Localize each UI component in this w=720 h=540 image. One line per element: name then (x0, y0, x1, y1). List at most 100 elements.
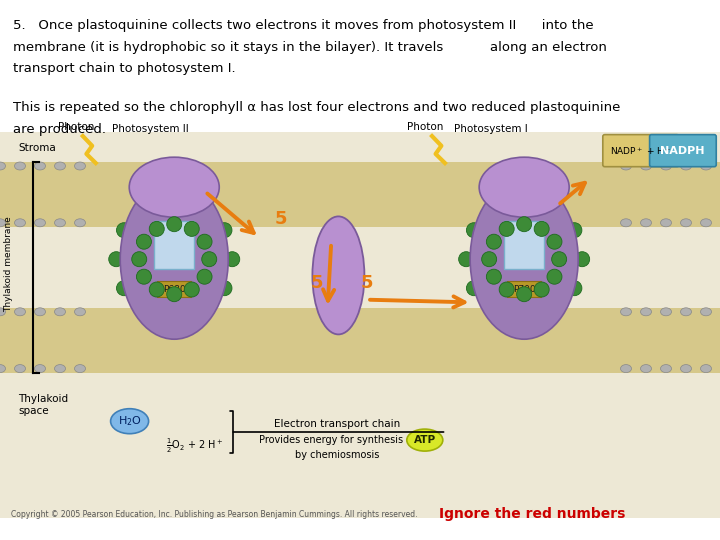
Ellipse shape (111, 409, 148, 434)
Text: $\frac{1}{2}$O$_2$ + 2 H$^+$: $\frac{1}{2}$O$_2$ + 2 H$^+$ (166, 436, 223, 455)
Text: Stroma: Stroma (18, 143, 55, 153)
Text: 5: 5 (310, 274, 323, 293)
Bar (0, 162, 720, 227)
Ellipse shape (149, 282, 164, 297)
Ellipse shape (196, 302, 211, 317)
Ellipse shape (546, 302, 561, 317)
Ellipse shape (55, 308, 66, 316)
Ellipse shape (546, 201, 561, 217)
Ellipse shape (621, 162, 631, 170)
Ellipse shape (407, 429, 443, 451)
Ellipse shape (552, 252, 567, 267)
Ellipse shape (35, 162, 45, 170)
Ellipse shape (486, 269, 501, 284)
Text: Photon: Photon (58, 122, 94, 132)
Bar (154, 221, 194, 269)
Bar (0, 132, 720, 518)
Ellipse shape (167, 194, 181, 208)
Ellipse shape (132, 252, 147, 267)
Ellipse shape (202, 252, 217, 267)
Ellipse shape (74, 308, 86, 316)
Ellipse shape (0, 219, 6, 227)
Ellipse shape (534, 282, 549, 297)
Text: 5.   Once plastoquinine collects two electrons it moves from photosystem II     : 5. Once plastoquinine collects two elect… (13, 19, 593, 32)
Ellipse shape (167, 310, 181, 325)
Text: P680: P680 (163, 285, 186, 294)
Ellipse shape (487, 201, 503, 217)
Text: H$_2$O: H$_2$O (117, 414, 142, 428)
Text: 5: 5 (274, 210, 287, 228)
Ellipse shape (136, 269, 151, 284)
Ellipse shape (117, 281, 132, 296)
Text: Copyright © 2005 Pearson Education, Inc. Publishing as Pearson Benjamin Cummings: Copyright © 2005 Pearson Education, Inc.… (11, 510, 418, 518)
Ellipse shape (149, 221, 164, 237)
Ellipse shape (641, 308, 652, 316)
Text: Thylakoid
space: Thylakoid space (18, 394, 68, 416)
Ellipse shape (680, 219, 691, 227)
Ellipse shape (486, 234, 501, 249)
Text: This is repeated so the chlorophyll α has lost four electrons and two reduced pl: This is repeated so the chlorophyll α ha… (13, 101, 621, 114)
FancyBboxPatch shape (649, 134, 716, 167)
Ellipse shape (0, 308, 6, 316)
Ellipse shape (459, 252, 474, 267)
Ellipse shape (312, 217, 364, 334)
Ellipse shape (167, 217, 181, 232)
Ellipse shape (701, 308, 711, 316)
Ellipse shape (517, 287, 531, 302)
Text: Provides energy for synthesis of: Provides energy for synthesis of (258, 435, 415, 445)
Ellipse shape (660, 219, 672, 227)
Ellipse shape (225, 252, 240, 267)
Ellipse shape (534, 221, 549, 237)
Ellipse shape (217, 281, 232, 296)
Ellipse shape (74, 219, 86, 227)
Ellipse shape (621, 308, 631, 316)
Ellipse shape (138, 201, 153, 217)
Text: Electron transport chain: Electron transport chain (274, 419, 400, 429)
Ellipse shape (35, 308, 45, 316)
Ellipse shape (575, 252, 590, 267)
Ellipse shape (14, 308, 25, 316)
Ellipse shape (701, 162, 711, 170)
Text: Photon: Photon (407, 122, 444, 132)
Text: Ignore the red numbers: Ignore the red numbers (439, 507, 626, 521)
Text: 5: 5 (361, 274, 374, 293)
Text: ATP: ATP (414, 435, 436, 445)
Ellipse shape (482, 252, 497, 267)
Ellipse shape (680, 162, 691, 170)
Ellipse shape (467, 222, 482, 238)
Ellipse shape (14, 364, 25, 373)
Ellipse shape (517, 194, 531, 208)
Ellipse shape (138, 302, 153, 317)
Ellipse shape (660, 162, 672, 170)
Ellipse shape (55, 364, 66, 373)
Ellipse shape (109, 252, 124, 267)
Bar (0, 227, 720, 308)
Ellipse shape (35, 364, 45, 373)
Text: P700: P700 (513, 285, 536, 294)
Ellipse shape (621, 219, 631, 227)
Ellipse shape (184, 282, 199, 297)
Text: transport chain to photosystem I.: transport chain to photosystem I. (13, 62, 235, 75)
Ellipse shape (467, 281, 482, 296)
Ellipse shape (136, 234, 151, 249)
Ellipse shape (680, 364, 691, 373)
Ellipse shape (680, 308, 691, 316)
Ellipse shape (167, 287, 181, 302)
Ellipse shape (701, 219, 711, 227)
Ellipse shape (55, 162, 66, 170)
Ellipse shape (641, 219, 652, 227)
Ellipse shape (197, 234, 212, 249)
Ellipse shape (74, 162, 86, 170)
Ellipse shape (35, 219, 45, 227)
Ellipse shape (567, 281, 582, 296)
Ellipse shape (55, 219, 66, 227)
Text: are produced.: are produced. (13, 123, 106, 136)
Text: membrane (it is hydrophobic so it stays in the bilayer). It travels           al: membrane (it is hydrophobic so it stays … (13, 40, 607, 53)
Ellipse shape (197, 269, 212, 284)
Ellipse shape (567, 222, 582, 238)
Bar (157, 281, 192, 297)
Ellipse shape (660, 364, 672, 373)
Ellipse shape (480, 157, 569, 217)
Ellipse shape (14, 162, 25, 170)
Ellipse shape (499, 221, 514, 237)
